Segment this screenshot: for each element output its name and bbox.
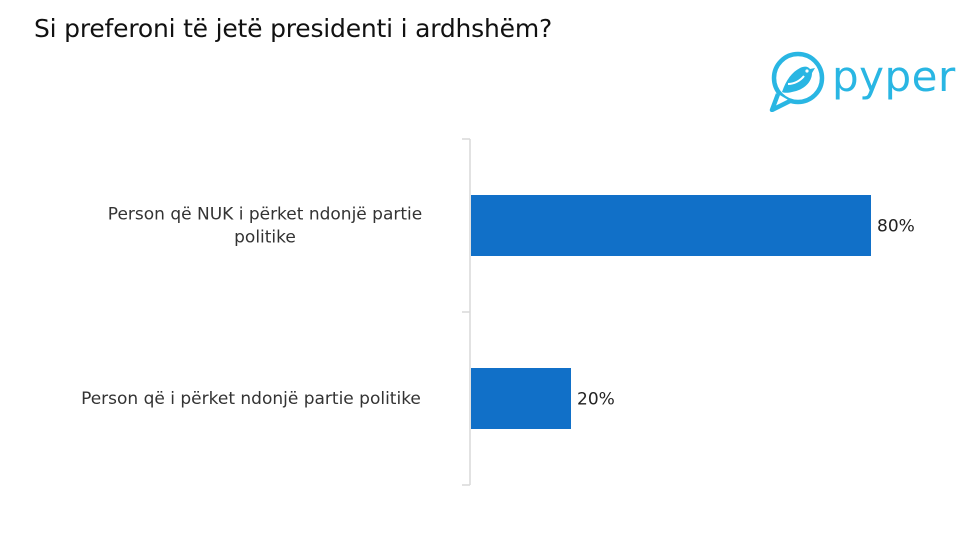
category-label-2: Person që i përket ndonjë partie politik… [81,389,421,409]
category-label-line: Person që NUK i përket ndonjë partie [108,205,422,225]
labels-group: 80% Person që NUK i përket ndonjë partie p… [81,205,915,410]
value-label-2: 20% [577,390,615,410]
logo-wordmark: pyper [832,52,956,101]
bird-in-speech-bubble-icon [769,51,825,112]
category-label-line: Person që i përket ndonjë partie politik… [81,389,421,409]
bar-1 [471,195,871,256]
category-label-line: politike [234,228,296,248]
value-label-1: 80% [877,217,915,237]
bar-2 [471,368,571,429]
chart-title: Si preferoni të jetë presidenti i ardhsh… [34,14,553,43]
bars-group [471,195,871,429]
category-label-1: Person që NUK i përket ndonjë partie poli… [108,205,422,248]
pyper-logo: pyper [768,50,968,115]
